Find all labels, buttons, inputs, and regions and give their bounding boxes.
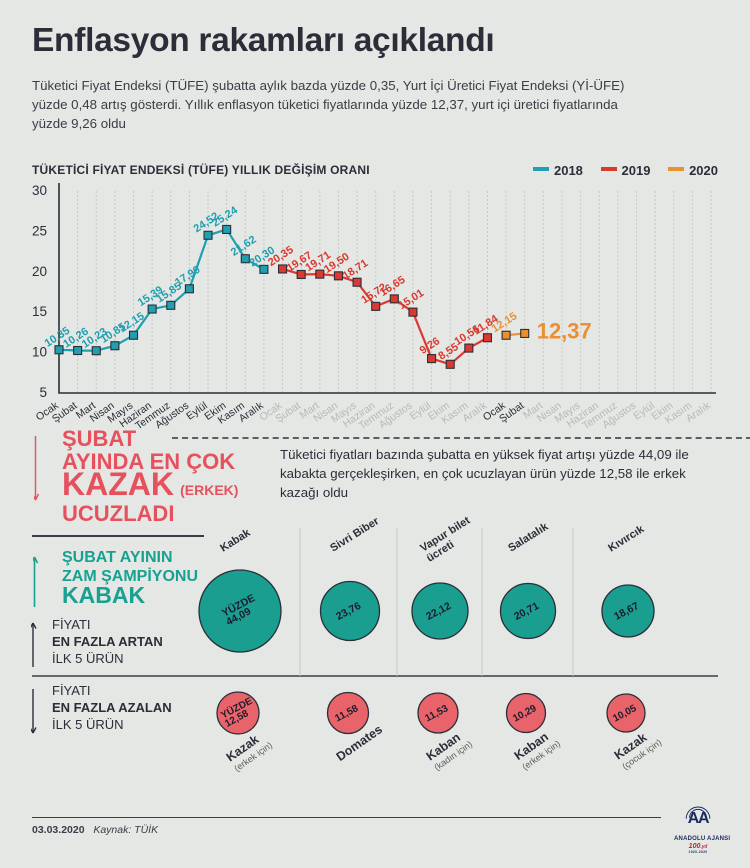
svg-text:AA: AA: [688, 810, 710, 827]
svg-text:Kıvırcık: Kıvırcık: [606, 523, 647, 555]
svg-text:Salatalık: Salatalık: [506, 520, 551, 554]
svg-text:Kabak: Kabak: [218, 526, 253, 554]
svg-text:Sivri Biber: Sivri Biber: [328, 515, 382, 555]
